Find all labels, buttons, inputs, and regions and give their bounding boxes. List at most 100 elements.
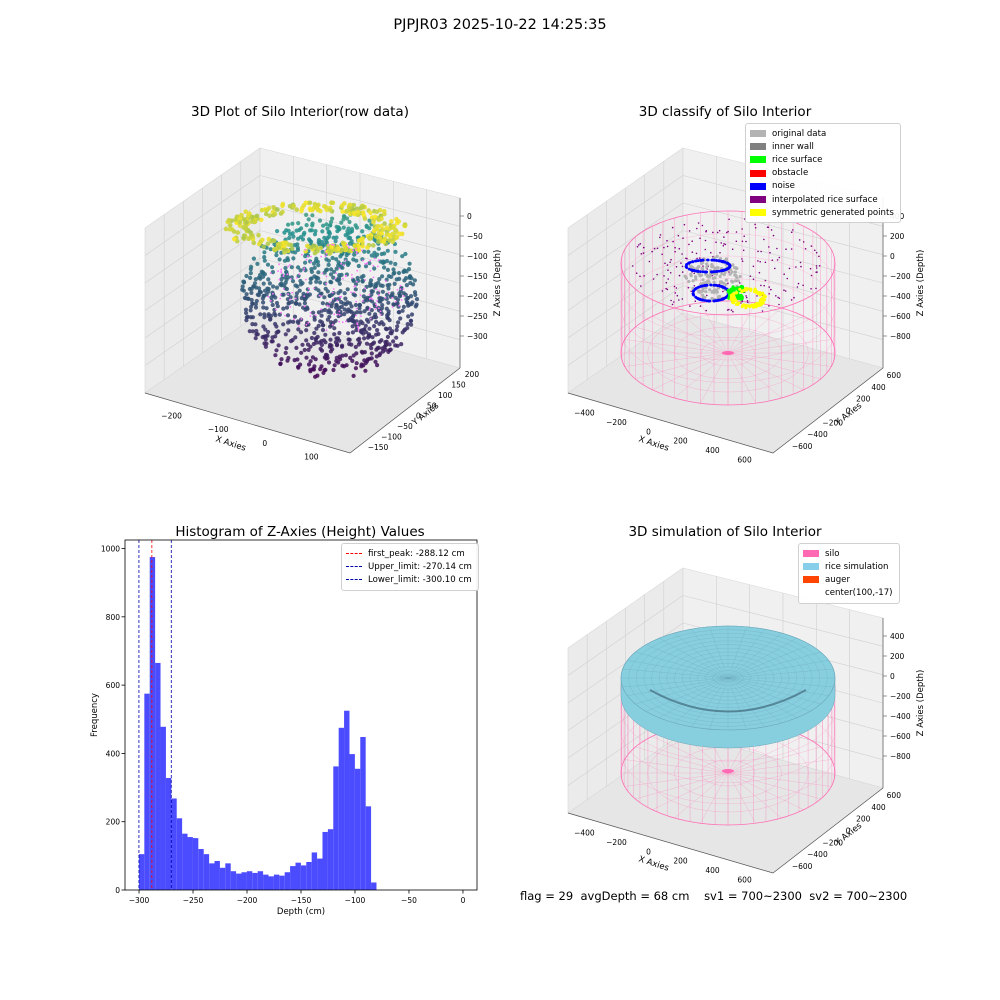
data-point <box>362 249 367 254</box>
data-point <box>378 307 380 310</box>
data-point <box>764 261 767 264</box>
data-point <box>377 235 383 240</box>
data-point <box>275 308 277 311</box>
data-point <box>338 310 341 313</box>
data-point <box>314 256 319 261</box>
data-point <box>346 331 351 336</box>
data-point <box>280 311 282 314</box>
data-point <box>332 298 334 300</box>
data-point <box>688 230 691 232</box>
data-point <box>283 265 288 271</box>
avg-depth-value: avgDepth = 68 cm <box>580 889 690 903</box>
data-point <box>661 253 663 256</box>
data-point <box>271 205 276 210</box>
data-point <box>249 304 254 309</box>
data-point <box>395 324 400 329</box>
data-point <box>365 245 370 250</box>
histogram-bar <box>214 860 220 890</box>
data-point <box>362 259 364 262</box>
data-point <box>677 234 680 237</box>
data-point <box>323 340 328 345</box>
data-point <box>748 305 752 309</box>
data-point <box>409 312 415 317</box>
data-point <box>369 270 372 272</box>
data-point <box>786 277 789 280</box>
data-point <box>258 217 264 223</box>
y-tick-label: 0 <box>115 886 120 895</box>
data-point <box>315 207 321 213</box>
data-point <box>346 261 351 266</box>
data-point <box>343 246 349 251</box>
data-point <box>286 228 291 233</box>
data-point <box>317 218 323 223</box>
rice-mesh-line <box>659 638 729 679</box>
data-point <box>254 328 259 334</box>
data-point <box>757 260 759 262</box>
x-tick-label: 600 <box>737 875 752 884</box>
data-point <box>371 298 374 301</box>
data-point <box>386 286 391 291</box>
legend-label: auger <box>825 574 850 585</box>
data-point <box>301 203 307 208</box>
data-point <box>379 223 384 229</box>
data-point <box>321 323 326 328</box>
data-point <box>691 260 695 264</box>
z-tick-label: −150 <box>467 272 488 281</box>
data-point <box>258 312 263 317</box>
z-tick-label: 0 <box>890 672 895 681</box>
data-point <box>254 298 259 304</box>
data-point <box>715 254 719 258</box>
data-point <box>710 265 714 269</box>
x-tick-label: −50 <box>401 896 417 905</box>
histogram-bar <box>365 806 372 890</box>
data-point <box>278 278 281 281</box>
data-point <box>329 343 334 348</box>
data-point <box>691 251 694 253</box>
histogram-bar <box>268 876 274 890</box>
data-point <box>726 261 730 265</box>
data-point <box>385 283 390 288</box>
data-point <box>759 298 763 302</box>
data-point <box>400 299 403 301</box>
data-point <box>248 275 253 280</box>
data-point <box>331 275 336 280</box>
data-point <box>719 285 723 288</box>
data-point <box>720 271 724 276</box>
data-point <box>305 243 310 249</box>
data-point <box>267 295 270 298</box>
data-point <box>316 310 321 315</box>
data-point <box>690 290 692 293</box>
legend-item: auger <box>803 573 895 586</box>
data-point <box>706 258 709 262</box>
data-point <box>402 295 405 297</box>
data-point <box>696 297 700 300</box>
data-point <box>289 264 291 266</box>
data-point <box>337 330 342 336</box>
data-point <box>635 272 638 275</box>
data-point <box>802 284 804 287</box>
x-tick-label: −200 <box>161 412 182 421</box>
data-point <box>351 278 356 284</box>
data-point <box>364 341 370 346</box>
y-tick-label: 200 <box>465 370 480 379</box>
data-point <box>253 322 258 327</box>
data-point <box>783 289 785 292</box>
data-point <box>690 268 694 272</box>
x-tick-label: 0 <box>262 439 267 448</box>
data-point <box>379 313 382 316</box>
data-point <box>323 205 329 210</box>
data-point <box>815 267 818 269</box>
data-point <box>699 270 702 273</box>
data-point <box>384 225 390 230</box>
data-point <box>265 262 271 267</box>
data-point <box>235 230 241 235</box>
histogram-bar <box>149 557 156 890</box>
data-point <box>406 314 411 319</box>
data-point <box>759 292 763 296</box>
panel-title-simulation: 3D simulation of Silo Interior <box>628 524 822 540</box>
data-point <box>727 230 729 233</box>
data-point <box>695 266 699 270</box>
data-point <box>705 230 708 232</box>
data-point <box>367 356 372 361</box>
histogram-bar <box>327 829 334 890</box>
